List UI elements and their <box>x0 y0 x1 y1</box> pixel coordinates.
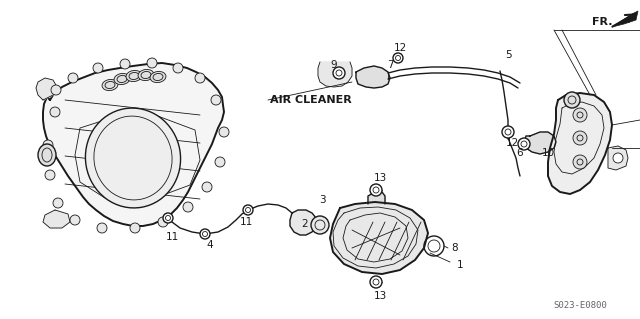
Circle shape <box>573 108 587 122</box>
Circle shape <box>173 63 183 73</box>
Text: 1: 1 <box>457 260 463 270</box>
Circle shape <box>219 127 229 137</box>
Polygon shape <box>330 202 428 274</box>
Text: FR.: FR. <box>592 17 612 27</box>
Ellipse shape <box>114 73 130 85</box>
Circle shape <box>120 59 130 69</box>
Circle shape <box>68 73 78 83</box>
Circle shape <box>97 223 107 233</box>
Circle shape <box>93 63 103 73</box>
Text: 13: 13 <box>373 291 387 301</box>
Polygon shape <box>43 63 224 226</box>
Text: 4: 4 <box>207 240 213 250</box>
Circle shape <box>53 198 63 208</box>
Circle shape <box>202 182 212 192</box>
Text: 7: 7 <box>387 60 394 70</box>
Polygon shape <box>290 210 316 235</box>
Polygon shape <box>524 132 556 154</box>
Circle shape <box>573 131 587 145</box>
Circle shape <box>573 155 587 169</box>
Circle shape <box>215 157 225 167</box>
Circle shape <box>43 140 53 150</box>
Circle shape <box>70 215 80 225</box>
Circle shape <box>370 276 382 288</box>
Circle shape <box>51 85 61 95</box>
Polygon shape <box>356 66 390 88</box>
Circle shape <box>200 229 210 239</box>
Circle shape <box>158 217 168 227</box>
Circle shape <box>333 67 345 79</box>
Text: 2: 2 <box>301 219 308 229</box>
Text: 6: 6 <box>516 148 524 158</box>
Circle shape <box>147 58 157 68</box>
Circle shape <box>393 53 403 63</box>
Circle shape <box>195 73 205 83</box>
Circle shape <box>163 213 173 223</box>
Text: 12: 12 <box>394 43 406 53</box>
Ellipse shape <box>150 71 166 83</box>
Polygon shape <box>43 210 70 228</box>
Text: 12: 12 <box>506 138 518 148</box>
Polygon shape <box>612 11 638 27</box>
Circle shape <box>311 216 329 234</box>
Text: S023-E0800: S023-E0800 <box>553 300 607 309</box>
Text: 3: 3 <box>319 195 325 205</box>
Circle shape <box>130 223 140 233</box>
Ellipse shape <box>102 79 118 91</box>
Text: 11: 11 <box>239 217 253 227</box>
Circle shape <box>502 126 514 138</box>
Ellipse shape <box>138 70 154 81</box>
Text: 8: 8 <box>452 243 458 253</box>
Polygon shape <box>318 62 352 87</box>
Circle shape <box>50 107 60 117</box>
Text: AIR CLEANER: AIR CLEANER <box>270 95 352 105</box>
Ellipse shape <box>38 144 56 166</box>
Text: 5: 5 <box>505 50 511 60</box>
Polygon shape <box>548 93 612 194</box>
Circle shape <box>564 92 580 108</box>
Circle shape <box>45 170 55 180</box>
Polygon shape <box>368 192 385 204</box>
Circle shape <box>243 205 253 215</box>
Text: 10: 10 <box>541 148 555 158</box>
Text: 11: 11 <box>165 232 179 242</box>
Polygon shape <box>36 78 57 100</box>
Circle shape <box>183 202 193 212</box>
Circle shape <box>370 184 382 196</box>
Circle shape <box>211 95 221 105</box>
Text: 9: 9 <box>331 60 337 70</box>
Circle shape <box>518 138 530 150</box>
Text: 13: 13 <box>373 173 387 183</box>
Ellipse shape <box>85 108 180 208</box>
Ellipse shape <box>126 70 142 82</box>
Circle shape <box>613 153 623 163</box>
Polygon shape <box>608 146 628 170</box>
